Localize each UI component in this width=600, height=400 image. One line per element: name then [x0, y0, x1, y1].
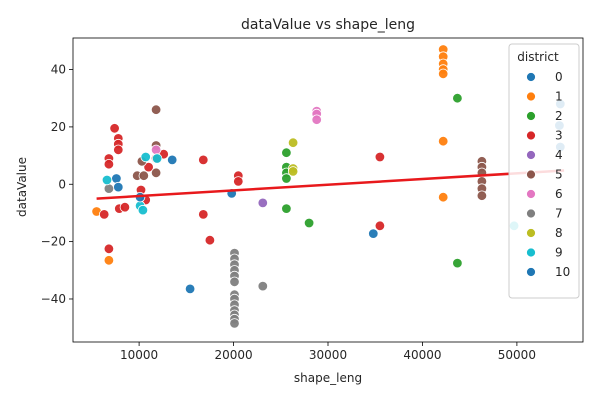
- data-point: [109, 123, 120, 134]
- data-point: [452, 92, 463, 104]
- data-point: [103, 255, 115, 266]
- data-point: [281, 173, 292, 184]
- data-point: [101, 174, 113, 186]
- legend-label: 9: [555, 246, 563, 260]
- legend-label: 7: [555, 207, 563, 221]
- y-axis-label: dataValue: [15, 157, 29, 217]
- y-tick-label: 20: [51, 120, 66, 134]
- data-point: [233, 176, 244, 187]
- legend-label: 1: [555, 90, 563, 104]
- legend-box: [508, 43, 580, 299]
- data-point: [476, 190, 488, 201]
- y-tick-label: −20: [41, 235, 66, 249]
- x-tick-label: 40000: [403, 348, 441, 362]
- regression-line: [96, 169, 565, 200]
- data-point: [438, 68, 449, 80]
- x-tick-label: 20000: [214, 348, 252, 362]
- legend: district 0 1 2 3 4 5 6 7 8 9 10: [508, 43, 580, 299]
- series-3: [98, 123, 386, 255]
- data-point: [113, 181, 124, 193]
- series-10: [134, 98, 566, 295]
- data-point: [438, 135, 449, 147]
- data-points: [91, 44, 566, 329]
- series-7: [103, 183, 269, 329]
- legend-label: 8: [555, 226, 563, 240]
- data-point: [184, 283, 196, 295]
- legend-title: district: [517, 50, 559, 64]
- data-point: [281, 147, 292, 158]
- x-axis: 10000 20000 30000 40000 50000: [120, 342, 536, 362]
- data-point: [287, 166, 299, 177]
- data-point: [198, 154, 209, 166]
- data-point: [229, 318, 240, 329]
- legend-marker: [526, 111, 536, 121]
- data-point: [287, 137, 299, 148]
- data-point: [151, 153, 163, 164]
- x-tick-label: 30000: [309, 348, 347, 362]
- chart-title: dataValue vs shape_leng: [241, 17, 415, 33]
- y-tick-label: 0: [58, 177, 66, 191]
- data-point: [438, 191, 449, 203]
- plot-frame: [72, 37, 584, 343]
- data-point: [257, 197, 269, 209]
- y-tick-label: 40: [51, 63, 66, 77]
- legend-marker: [526, 189, 536, 199]
- legend-label: 2: [555, 109, 563, 123]
- data-point: [374, 220, 386, 232]
- data-point: [138, 170, 150, 181]
- legend-marker: [526, 228, 536, 238]
- legend-label: 6: [555, 187, 563, 201]
- data-point: [98, 209, 110, 220]
- x-tick-label: 50000: [498, 348, 536, 362]
- series-8: [287, 137, 299, 177]
- legend-marker: [526, 91, 536, 102]
- data-point: [281, 203, 292, 214]
- data-point: [150, 104, 162, 115]
- data-point: [137, 204, 149, 216]
- legend-label: 3: [555, 129, 563, 143]
- legend-marker: [526, 72, 536, 82]
- legend-marker: [526, 267, 536, 277]
- legend-label: 5: [555, 168, 563, 182]
- data-point: [198, 209, 209, 220]
- data-point: [166, 154, 178, 166]
- series-1: [91, 44, 449, 266]
- data-point: [229, 276, 240, 288]
- data-point: [143, 161, 154, 173]
- x-axis-label: shape_leng: [294, 371, 362, 385]
- legend-label: 4: [555, 148, 563, 162]
- data-point: [103, 158, 115, 170]
- data-point: [150, 167, 162, 179]
- legend-marker: [526, 169, 536, 180]
- data-point: [140, 151, 151, 163]
- data-point: [311, 114, 322, 125]
- data-point: [103, 243, 115, 255]
- data-point: [113, 144, 124, 156]
- data-point: [204, 234, 216, 246]
- data-point: [303, 217, 315, 229]
- series-0: [111, 120, 565, 239]
- data-point: [257, 280, 269, 292]
- data-point: [452, 257, 463, 269]
- data-point: [111, 173, 122, 184]
- data-point: [150, 144, 162, 156]
- data-point: [119, 201, 131, 213]
- plot-area: [72, 37, 584, 343]
- series-6: [150, 105, 322, 156]
- legend-label: 0: [555, 70, 563, 84]
- series-4: [257, 197, 269, 209]
- legend-marker: [526, 208, 536, 219]
- data-point: [103, 183, 115, 194]
- data-point: [374, 151, 386, 163]
- y-axis: −40 −20 0 20 40: [41, 63, 73, 306]
- x-tick-label: 10000: [120, 348, 158, 362]
- y-tick-label: −40: [41, 292, 66, 306]
- legend-marker: [526, 130, 536, 141]
- data-point: [368, 228, 379, 239]
- legend-marker: [526, 150, 536, 160]
- legend-label: 10: [555, 265, 570, 279]
- series-2: [281, 92, 463, 269]
- legend-marker: [526, 247, 536, 258]
